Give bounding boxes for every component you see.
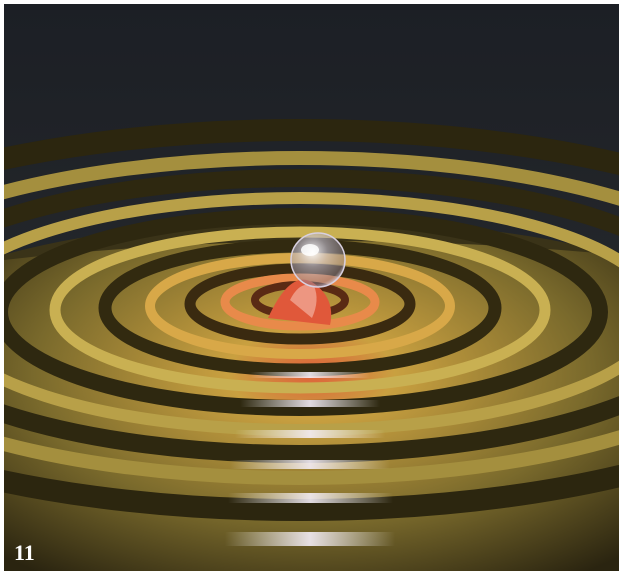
bubble-highlight — [301, 244, 319, 256]
bubble — [290, 232, 346, 288]
scene — [4, 4, 619, 571]
peak-highlight — [290, 284, 317, 318]
figure-number: 11 — [14, 540, 35, 565]
reflection — [225, 372, 395, 546]
